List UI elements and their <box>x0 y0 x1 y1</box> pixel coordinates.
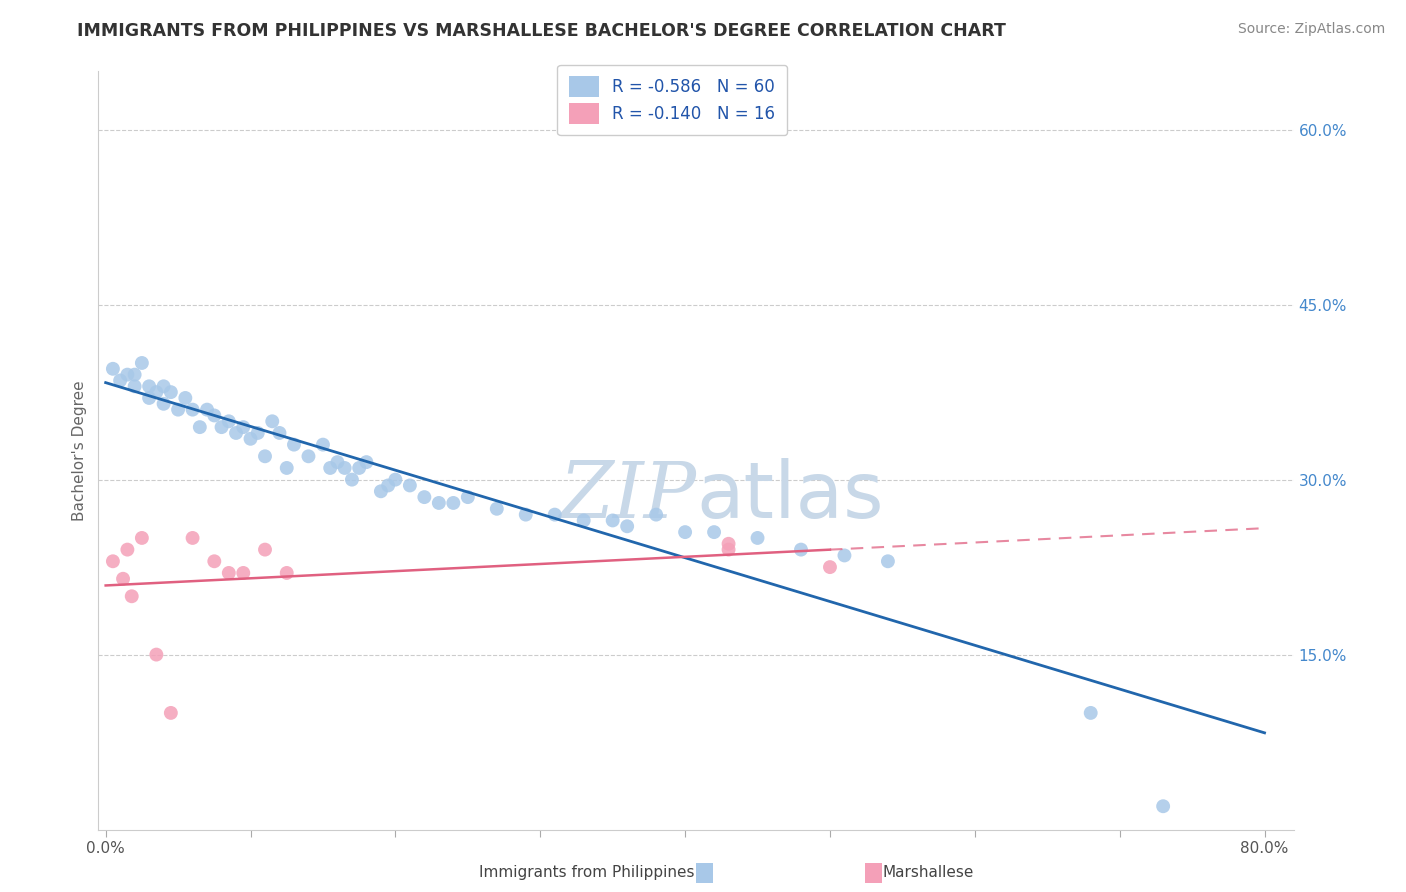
Point <box>283 437 305 451</box>
Point <box>160 385 183 400</box>
Y-axis label: Bachelor's Degree: Bachelor's Degree <box>72 380 87 521</box>
Point <box>232 566 254 580</box>
Point <box>340 473 363 487</box>
Point <box>572 513 595 527</box>
Point <box>312 437 335 451</box>
Point <box>232 420 254 434</box>
Point <box>834 549 856 563</box>
Point <box>1152 799 1174 814</box>
Point <box>121 589 143 603</box>
Point <box>717 542 740 557</box>
Point <box>117 368 139 382</box>
Point <box>703 525 725 540</box>
Text: Immigrants from Philippines: Immigrants from Philippines <box>479 865 695 880</box>
Text: atlas: atlas <box>696 458 883 534</box>
Point <box>485 501 508 516</box>
Point <box>195 402 218 417</box>
Point <box>645 508 668 522</box>
Point <box>370 484 392 499</box>
Text: Marshallese: Marshallese <box>883 865 974 880</box>
Point <box>515 508 537 522</box>
Point <box>262 414 284 428</box>
Point <box>673 525 696 540</box>
Legend: R = -0.586   N = 60, R = -0.140   N = 16: R = -0.586 N = 60, R = -0.140 N = 16 <box>557 64 787 136</box>
Text: IMMIGRANTS FROM PHILIPPINES VS MARSHALLESE BACHELOR'S DEGREE CORRELATION CHART: IMMIGRANTS FROM PHILIPPINES VS MARSHALLE… <box>77 22 1007 40</box>
Point <box>269 425 291 440</box>
Point <box>319 461 342 475</box>
Point <box>124 368 146 382</box>
Point <box>138 379 160 393</box>
Point <box>347 461 370 475</box>
Point <box>145 648 167 662</box>
Point <box>112 572 135 586</box>
Point <box>167 402 190 417</box>
Point <box>399 478 422 492</box>
Point <box>152 397 174 411</box>
Text: Source: ZipAtlas.com: Source: ZipAtlas.com <box>1237 22 1385 37</box>
Point <box>544 508 567 522</box>
Point <box>616 519 638 533</box>
Point <box>145 385 167 400</box>
Point <box>427 496 450 510</box>
Point <box>181 531 204 545</box>
Point <box>108 374 131 388</box>
Point <box>152 379 174 393</box>
Point <box>202 554 225 568</box>
Text: ZIP: ZIP <box>558 458 696 534</box>
Point <box>202 409 225 423</box>
Point <box>225 425 247 440</box>
Point <box>138 391 160 405</box>
Point <box>818 560 841 574</box>
Point <box>246 425 269 440</box>
Point <box>602 513 624 527</box>
Point <box>174 391 197 405</box>
Point <box>747 531 769 545</box>
Point <box>717 537 740 551</box>
Point <box>218 414 240 428</box>
Point <box>276 566 298 580</box>
Point <box>276 461 298 475</box>
Point <box>253 450 276 464</box>
Point <box>124 379 146 393</box>
Point <box>253 542 276 557</box>
Point <box>1080 706 1102 720</box>
Point <box>297 450 319 464</box>
Point <box>377 478 399 492</box>
Point <box>117 542 139 557</box>
Point <box>101 361 124 376</box>
Point <box>131 356 153 370</box>
Point <box>413 490 436 504</box>
Point <box>188 420 211 434</box>
Point <box>457 490 479 504</box>
Point <box>790 542 813 557</box>
Point <box>441 496 464 510</box>
Point <box>211 420 233 434</box>
Point <box>101 554 124 568</box>
Point <box>384 473 406 487</box>
Point <box>131 531 153 545</box>
Point <box>181 402 204 417</box>
Point <box>218 566 240 580</box>
Point <box>326 455 349 469</box>
Point <box>160 706 183 720</box>
Point <box>356 455 378 469</box>
Point <box>333 461 356 475</box>
Point <box>239 432 262 446</box>
Point <box>877 554 900 568</box>
